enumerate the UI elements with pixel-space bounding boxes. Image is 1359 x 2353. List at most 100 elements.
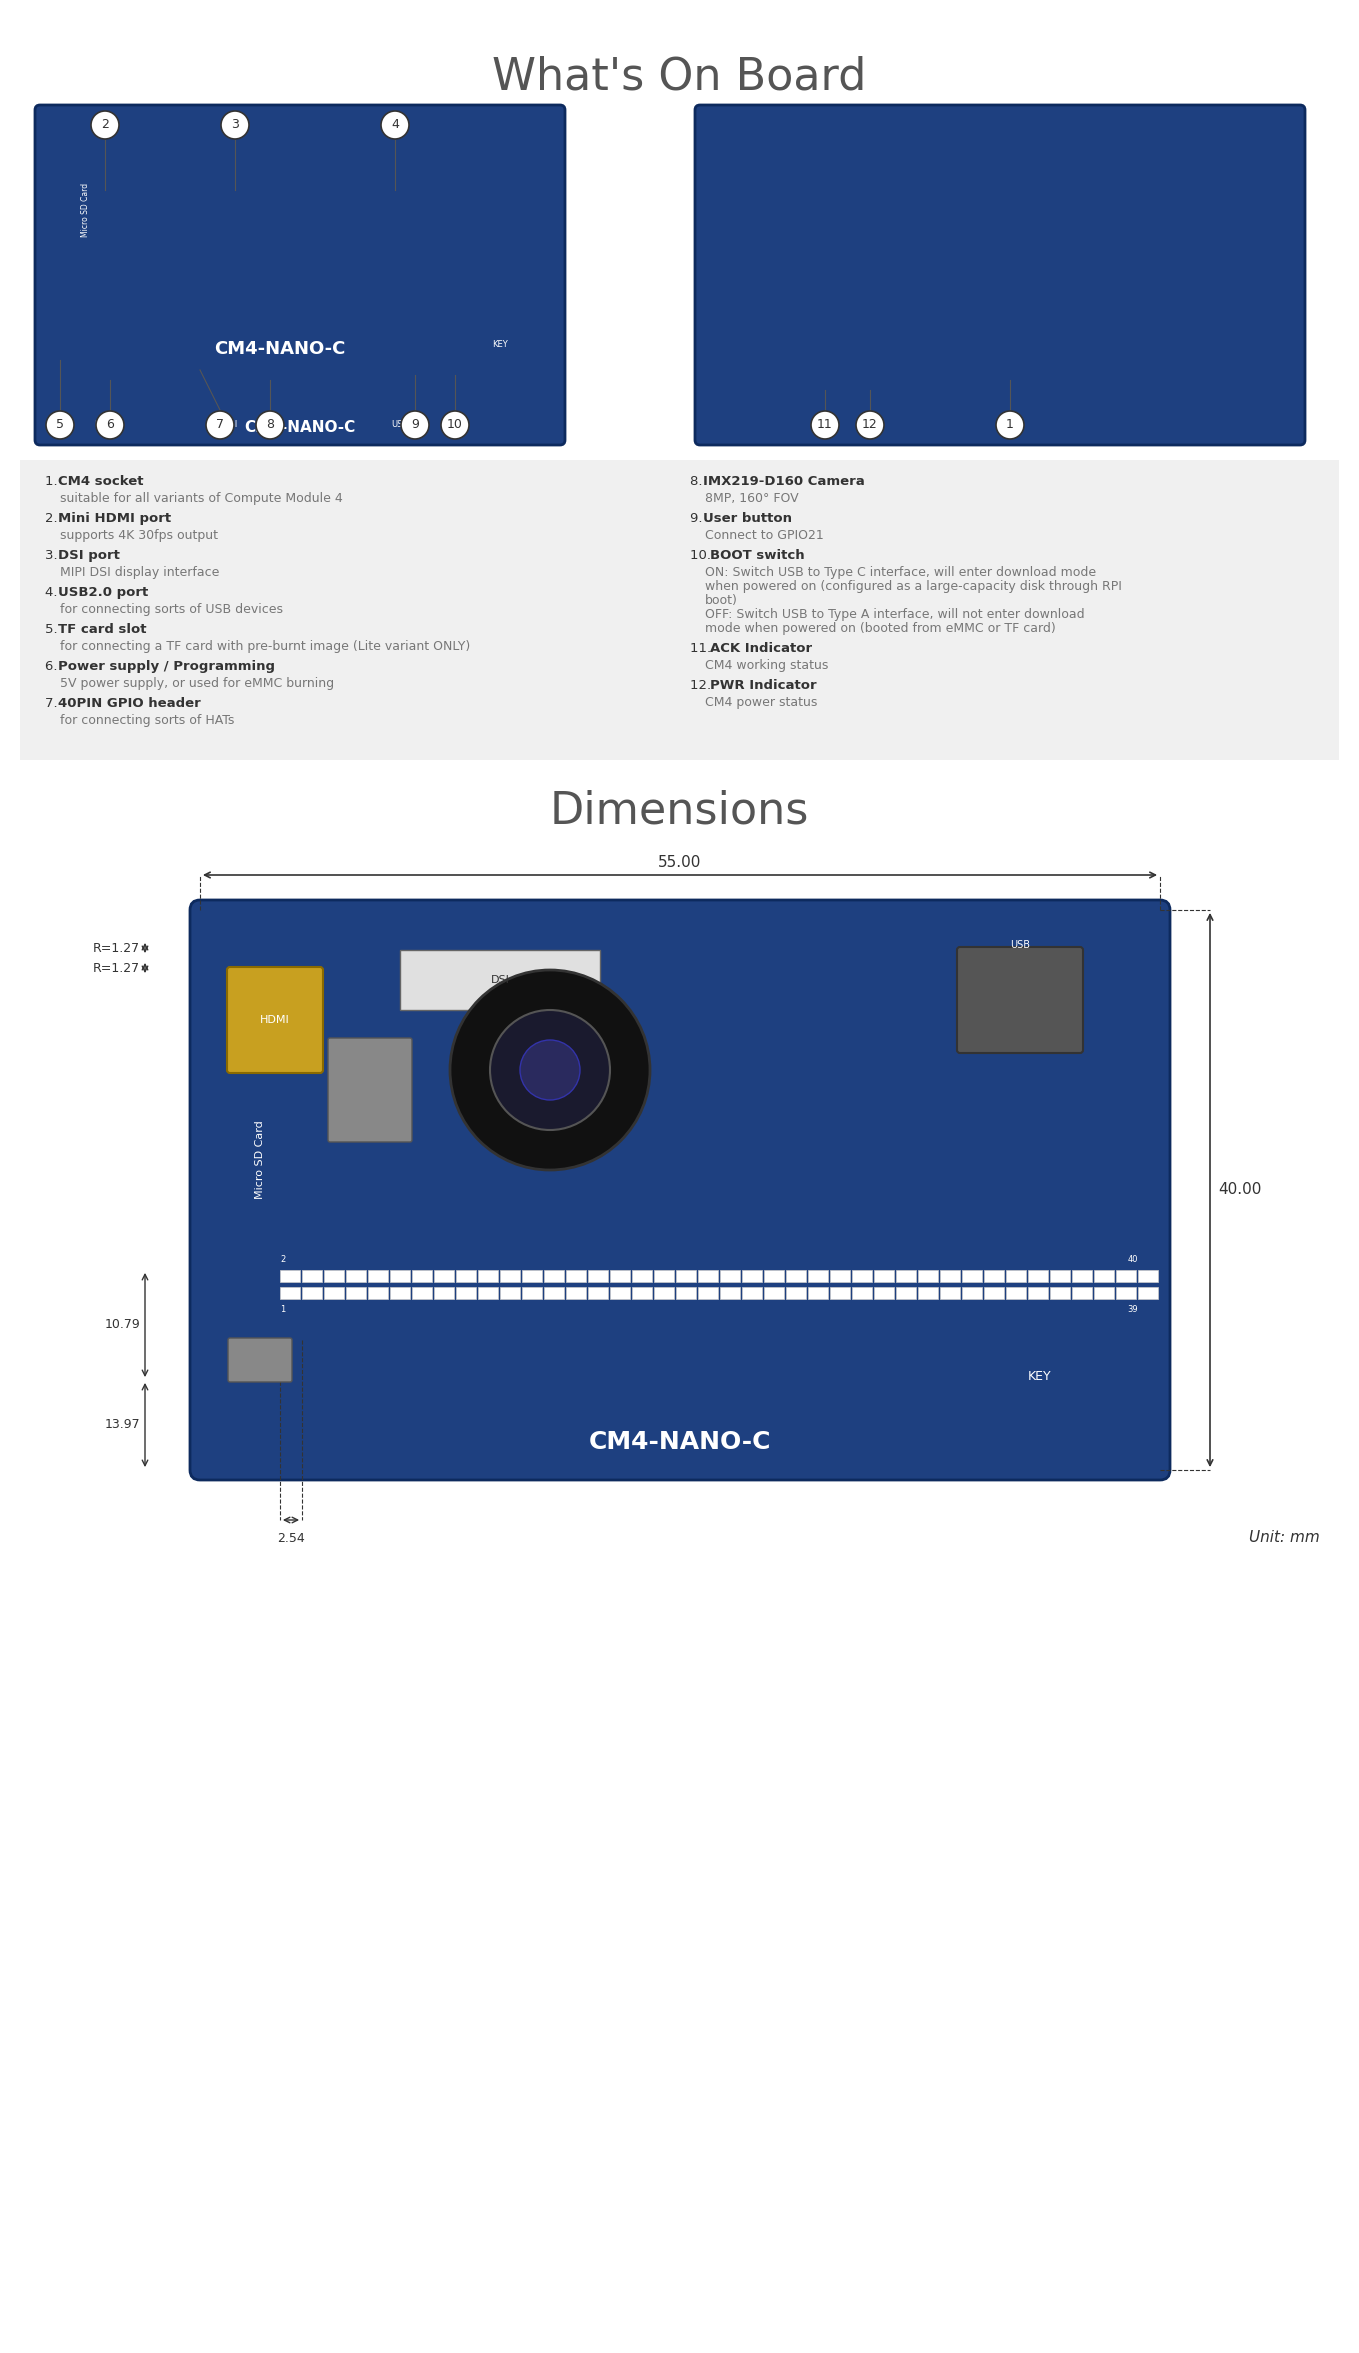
Text: for connecting sorts of HATs: for connecting sorts of HATs — [60, 713, 234, 727]
FancyBboxPatch shape — [228, 1339, 292, 1381]
Circle shape — [450, 969, 650, 1169]
Bar — [1094, 1287, 1114, 1299]
Text: DSI: DSI — [223, 419, 236, 428]
Bar — [896, 1287, 916, 1299]
Text: 8MP, 160° FOV: 8MP, 160° FOV — [705, 492, 799, 506]
Bar — [500, 1287, 520, 1299]
Bar — [412, 1287, 432, 1299]
Text: boot): boot) — [705, 593, 738, 607]
Bar — [720, 1271, 741, 1282]
Text: BOOT switch: BOOT switch — [709, 548, 805, 562]
Text: ON: Switch USB to Type C interface, will enter download mode: ON: Switch USB to Type C interface, will… — [705, 567, 1097, 579]
Bar — [280, 1271, 300, 1282]
Text: Unit: mm: Unit: mm — [1249, 1529, 1320, 1546]
Text: 40PIN GPIO header: 40PIN GPIO header — [58, 696, 201, 711]
Text: 39: 39 — [1128, 1306, 1137, 1313]
Text: 9: 9 — [410, 419, 419, 431]
Bar — [809, 1287, 828, 1299]
FancyBboxPatch shape — [190, 899, 1170, 1480]
FancyBboxPatch shape — [957, 946, 1083, 1054]
Text: 11: 11 — [817, 419, 833, 431]
Bar — [675, 1271, 696, 1282]
Text: CM4 socket: CM4 socket — [58, 475, 144, 487]
Text: 6: 6 — [106, 419, 114, 431]
Text: DSI: DSI — [491, 974, 510, 986]
Text: 2.54: 2.54 — [277, 1532, 304, 1546]
Text: 4: 4 — [391, 118, 400, 132]
Circle shape — [491, 1009, 610, 1129]
Bar — [632, 1271, 652, 1282]
Bar — [742, 1287, 762, 1299]
Bar — [962, 1287, 983, 1299]
Circle shape — [222, 111, 249, 139]
Text: 40: 40 — [1128, 1254, 1137, 1264]
Bar — [720, 1287, 741, 1299]
Bar — [809, 1271, 828, 1282]
Bar — [699, 1271, 718, 1282]
Bar — [940, 1271, 959, 1282]
Bar — [347, 1287, 366, 1299]
Circle shape — [401, 412, 429, 440]
Text: for connecting a TF card with pre-burnt image (Lite variant ONLY): for connecting a TF card with pre-burnt … — [60, 640, 470, 654]
Bar — [962, 1271, 983, 1282]
Text: 2: 2 — [280, 1254, 285, 1264]
Bar — [457, 1271, 476, 1282]
Bar — [588, 1271, 607, 1282]
Text: 3.: 3. — [45, 548, 63, 562]
Bar — [917, 1287, 938, 1299]
Bar — [302, 1271, 322, 1282]
Text: KEY: KEY — [1029, 1369, 1052, 1384]
Bar — [478, 1271, 497, 1282]
Bar — [1116, 1287, 1136, 1299]
Bar — [874, 1287, 894, 1299]
Bar — [764, 1271, 784, 1282]
Text: 9.: 9. — [690, 513, 707, 525]
Bar — [478, 1287, 497, 1299]
Text: ACK Indicator: ACK Indicator — [709, 642, 811, 654]
Text: 7.: 7. — [45, 696, 63, 711]
Text: 55.00: 55.00 — [658, 854, 701, 871]
Bar — [610, 1287, 631, 1299]
Text: Micro SD Card: Micro SD Card — [80, 184, 90, 238]
Text: 7: 7 — [216, 419, 224, 431]
Text: 12: 12 — [862, 419, 878, 431]
Bar — [1027, 1287, 1048, 1299]
Text: 40.00: 40.00 — [1218, 1184, 1261, 1198]
Bar — [500, 1271, 520, 1282]
Bar — [1116, 1271, 1136, 1282]
Bar — [632, 1287, 652, 1299]
Bar — [1051, 1271, 1070, 1282]
Circle shape — [996, 412, 1023, 440]
Text: DSI port: DSI port — [58, 548, 120, 562]
Bar — [786, 1271, 806, 1282]
Text: suitable for all variants of Compute Module 4: suitable for all variants of Compute Mod… — [60, 492, 342, 506]
Text: OFF: Switch USB to Type A interface, will not enter download: OFF: Switch USB to Type A interface, wil… — [705, 607, 1084, 621]
Bar — [390, 1287, 410, 1299]
Text: Dimensions: Dimensions — [549, 791, 809, 833]
Text: 1: 1 — [280, 1306, 285, 1313]
Bar — [874, 1271, 894, 1282]
Bar — [675, 1287, 696, 1299]
FancyBboxPatch shape — [694, 106, 1305, 445]
Bar — [20, 459, 1339, 760]
Bar — [1006, 1271, 1026, 1282]
Text: 2: 2 — [101, 118, 109, 132]
Text: 4.: 4. — [45, 586, 61, 600]
Bar — [896, 1271, 916, 1282]
Text: Mini HDMI port: Mini HDMI port — [58, 513, 171, 525]
Bar — [1137, 1287, 1158, 1299]
Circle shape — [91, 111, 120, 139]
Text: 8: 8 — [266, 419, 275, 431]
Text: 2.: 2. — [45, 513, 63, 525]
Bar — [412, 1271, 432, 1282]
Bar — [1137, 1271, 1158, 1282]
Bar — [457, 1287, 476, 1299]
Bar — [544, 1287, 564, 1299]
Bar — [1072, 1271, 1093, 1282]
Text: for connecting sorts of USB devices: for connecting sorts of USB devices — [60, 602, 283, 616]
Text: mode when powered on (booted from eMMC or TF card): mode when powered on (booted from eMMC o… — [705, 621, 1056, 635]
Circle shape — [207, 412, 234, 440]
Bar — [852, 1271, 872, 1282]
Bar — [347, 1271, 366, 1282]
Circle shape — [96, 412, 124, 440]
